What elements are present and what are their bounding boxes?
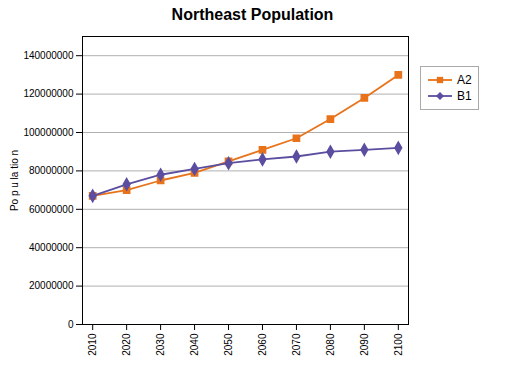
svg-text:2030: 2030 — [155, 333, 166, 356]
html-text:B1: B1 — [457, 89, 472, 103]
svg-text:2100: 2100 — [393, 333, 404, 356]
svg-text:2040: 2040 — [189, 333, 200, 356]
svg-text:Po p u la tio n: Po p u la tio n — [9, 150, 20, 211]
svg-text:120000000: 120000000 — [23, 88, 73, 99]
svg-text:40000000: 40000000 — [29, 242, 74, 253]
svg-text:80000000: 80000000 — [29, 165, 74, 176]
svg-text:2010: 2010 — [87, 333, 98, 356]
svg-text:2080: 2080 — [325, 333, 336, 356]
svg-text:2060: 2060 — [257, 333, 268, 356]
svg-text:2090: 2090 — [359, 333, 370, 356]
svg-text:60000000: 60000000 — [29, 204, 74, 215]
svg-text:2070: 2070 — [291, 333, 302, 356]
svg-text:2020: 2020 — [121, 333, 132, 356]
svg-text:2050: 2050 — [223, 333, 234, 356]
svg-text:100000000: 100000000 — [23, 127, 73, 138]
svg-text:0: 0 — [68, 319, 74, 330]
html-text:Northeast Population: Northeast Population — [171, 6, 334, 23]
html-text:A2: A2 — [457, 73, 472, 87]
svg-text:140000000: 140000000 — [23, 50, 73, 61]
svg-text:20000000: 20000000 — [29, 280, 74, 291]
